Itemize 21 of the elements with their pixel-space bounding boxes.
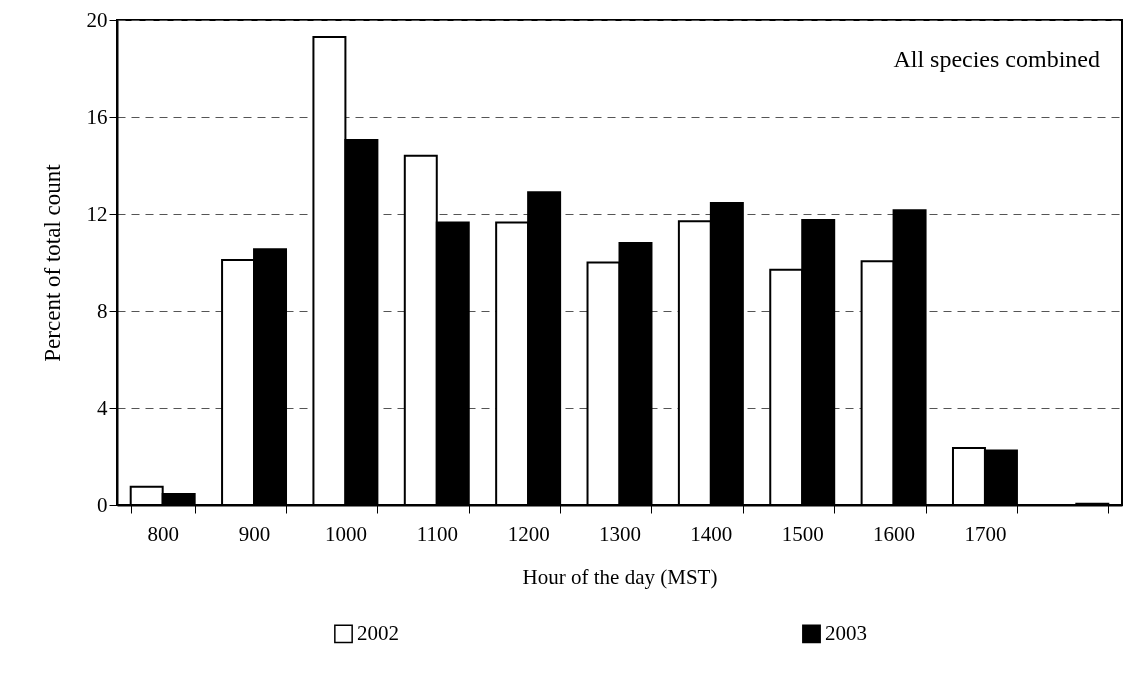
x-tick-label: 1100 xyxy=(416,521,458,546)
y-axis-title: Percent of total count xyxy=(39,163,65,362)
legend-label: 2003 xyxy=(825,620,867,645)
x-tick-label: 1000 xyxy=(324,521,367,546)
y-tick-label: 0 xyxy=(97,492,108,517)
x-tick-label: 1500 xyxy=(781,521,824,546)
x-tick-label: 1400 xyxy=(690,521,733,546)
y-tick-label: 12 xyxy=(86,201,108,226)
legend-label: 2002 xyxy=(357,620,399,645)
x-tick-label: 1300 xyxy=(599,521,641,546)
x-tick-label: 800 xyxy=(147,521,179,546)
annotation: All species combined xyxy=(893,46,1100,72)
x-tick-label: 900 xyxy=(238,521,271,546)
x-tick-label: 1600 xyxy=(873,521,916,546)
x-tick-label: 1200 xyxy=(507,521,550,546)
y-tick-label: 4 xyxy=(97,395,108,420)
y-tick-label: 20 xyxy=(86,7,108,32)
x-axis-title: Hour of the day (MST) xyxy=(522,564,718,589)
x-tick-label: 1700 xyxy=(964,521,1007,546)
y-tick-label: 8 xyxy=(97,298,108,323)
y-tick-label: 16 xyxy=(86,104,108,129)
